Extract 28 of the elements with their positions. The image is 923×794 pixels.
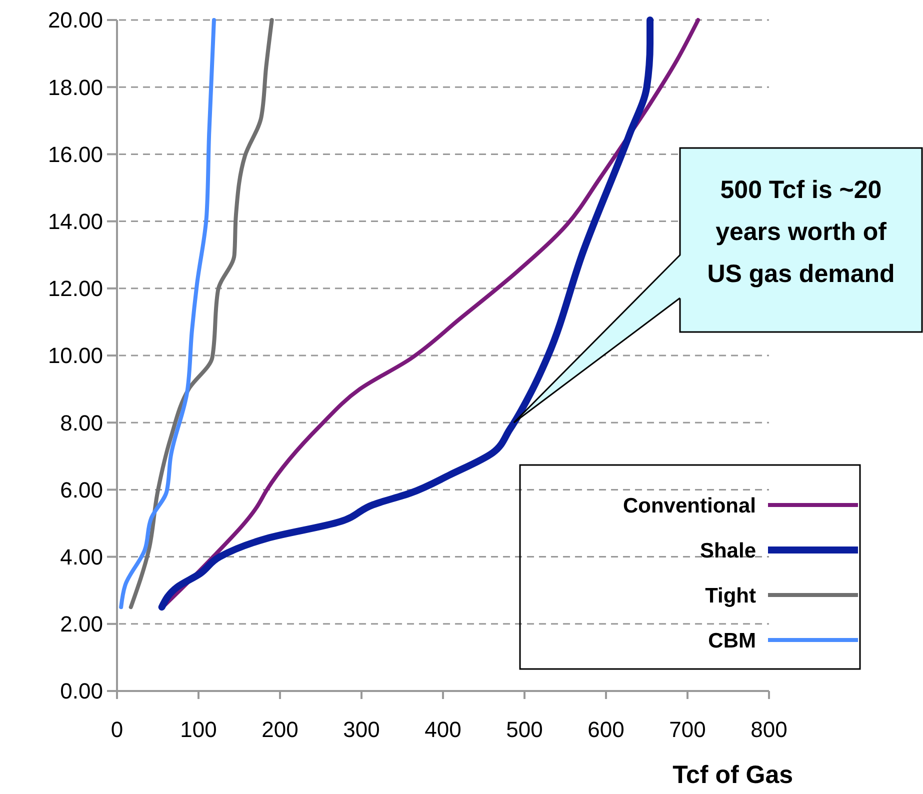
- x-tick-label: 400: [424, 717, 462, 742]
- y-tick-label: 8.00: [60, 410, 103, 436]
- legend-label: Tight: [705, 584, 756, 608]
- x-tick-label: 100: [180, 717, 217, 742]
- x-tick-label: 600: [588, 717, 624, 742]
- x-tick-label: 700: [669, 717, 706, 742]
- y-tick-label: 10.00: [48, 343, 103, 368]
- x-tick-label: 0: [110, 717, 124, 742]
- x-tick-label: 800: [750, 717, 788, 742]
- legend-label: CBM: [708, 629, 756, 652]
- y-tick-label: 2.00: [60, 612, 103, 637]
- annotation: 500 Tcf is ~20 years worth of US gas demand: [707, 176, 895, 288]
- y-tick-label: 14.00: [48, 209, 103, 234]
- y-tick-label: 6.00: [60, 477, 103, 502]
- x-tick-label: 200: [262, 717, 298, 742]
- y-tick-label: 16.00: [48, 142, 103, 167]
- y-tick-label: 4.00: [60, 544, 103, 570]
- y-tick-label: 18.00: [48, 74, 103, 100]
- line-series: [128, 18, 274, 610]
- y-tick-label: 20.00: [48, 8, 103, 33]
- x-tick-label: 300: [343, 717, 380, 742]
- x-tick-label: 500: [506, 717, 543, 742]
- x-axis-title: Tcf of Gas: [672, 761, 793, 789]
- y-tick-label: 12.00: [48, 276, 103, 302]
- line-series: [119, 18, 216, 610]
- legend-label: Conventional: [622, 494, 756, 518]
- legend-label: Shale: [700, 539, 756, 562]
- y-tick-label: 0.00: [60, 678, 103, 704]
